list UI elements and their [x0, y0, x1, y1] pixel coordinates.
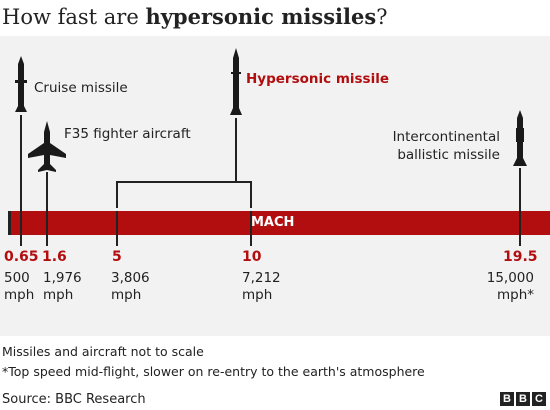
- tick-speed-2: 3,806 mph: [111, 270, 150, 303]
- title-prefix: How fast are: [2, 5, 146, 29]
- mach-band-start: [8, 211, 11, 235]
- mach-band: [9, 211, 550, 235]
- hypersonic-range-bracket: [116, 181, 252, 208]
- cruise-missile-icon: [15, 56, 27, 112]
- mach-label: MACH: [251, 215, 295, 230]
- tick-mach-3: 10: [242, 249, 262, 265]
- scale-note: Missiles and aircraft not to scale: [2, 344, 204, 359]
- page-title: How fast are hypersonic missiles?: [2, 4, 387, 29]
- f35-label: F35 fighter aircraft: [64, 126, 191, 142]
- bbc-logo-c: C: [532, 392, 546, 406]
- bbc-logo-b1: B: [500, 392, 514, 406]
- tick-speed-3: 7,212 mph: [242, 270, 281, 303]
- bbc-logo: B B C: [500, 392, 546, 406]
- hypersonic-label: Hypersonic missile: [246, 71, 390, 87]
- tick-mach-2: 5: [112, 249, 122, 265]
- tick-speed-0: 500 mph: [4, 270, 35, 303]
- tick-speed-1: 1,976 mph: [43, 270, 82, 303]
- tick-mach-1: 1.6: [42, 249, 67, 265]
- hypersonic-missile-icon: [230, 48, 242, 115]
- source-text: Source: BBC Research: [2, 392, 146, 407]
- title-bold: hypersonic missiles: [145, 4, 377, 29]
- diagram-panel: [0, 36, 550, 336]
- bbc-logo-b2: B: [516, 392, 530, 406]
- icbm-label: Intercontinental ballistic missile: [392, 129, 500, 163]
- title-suffix: ?: [376, 5, 388, 29]
- tick-mach-0: 0.65: [4, 249, 39, 265]
- fighter-jet-icon: [28, 121, 66, 172]
- icbm-icon: [513, 110, 527, 166]
- tick-speed-4: 15,000 mph*: [486, 270, 534, 303]
- tick-mach-4: 19.5: [503, 249, 538, 265]
- asterisk-note: *Top speed mid-flight, slower on re-entr…: [2, 364, 425, 379]
- cruise-missile-label: Cruise missile: [34, 80, 128, 96]
